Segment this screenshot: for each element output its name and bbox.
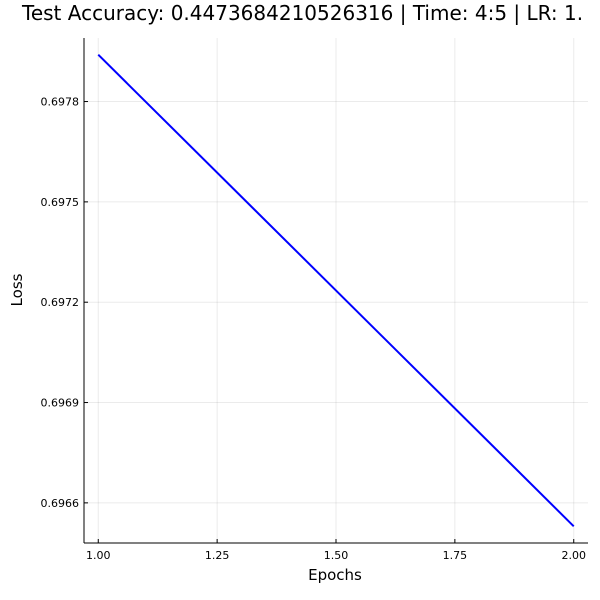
y-tick-label: 0.6969 <box>41 397 80 410</box>
x-tick-label: 1.50 <box>324 549 349 562</box>
x-tick-label: 1.75 <box>443 549 468 562</box>
y-axis-label: Loss <box>8 273 26 306</box>
series <box>97 54 575 527</box>
y-tick-label: 0.6966 <box>41 497 80 510</box>
x-axis-label: Epochs <box>308 566 362 584</box>
y-tick-label: 0.6972 <box>41 296 80 309</box>
chart-title: Test Accuracy: 0.4473684210526316 | Time… <box>21 1 583 25</box>
series-line <box>97 54 575 527</box>
y-tick-label: 0.6975 <box>41 196 80 209</box>
y-tick-label: 0.6978 <box>41 96 80 109</box>
grid <box>84 38 588 543</box>
x-tick-label: 1.00 <box>86 549 111 562</box>
x-tick-label: 2.00 <box>561 549 586 562</box>
ticks: 1.00 1.25 1.50 1.75 2.00 0.6966 0.6969 0.6972 0.… <box>41 96 586 562</box>
x-tick-label: 1.25 <box>205 549 230 562</box>
